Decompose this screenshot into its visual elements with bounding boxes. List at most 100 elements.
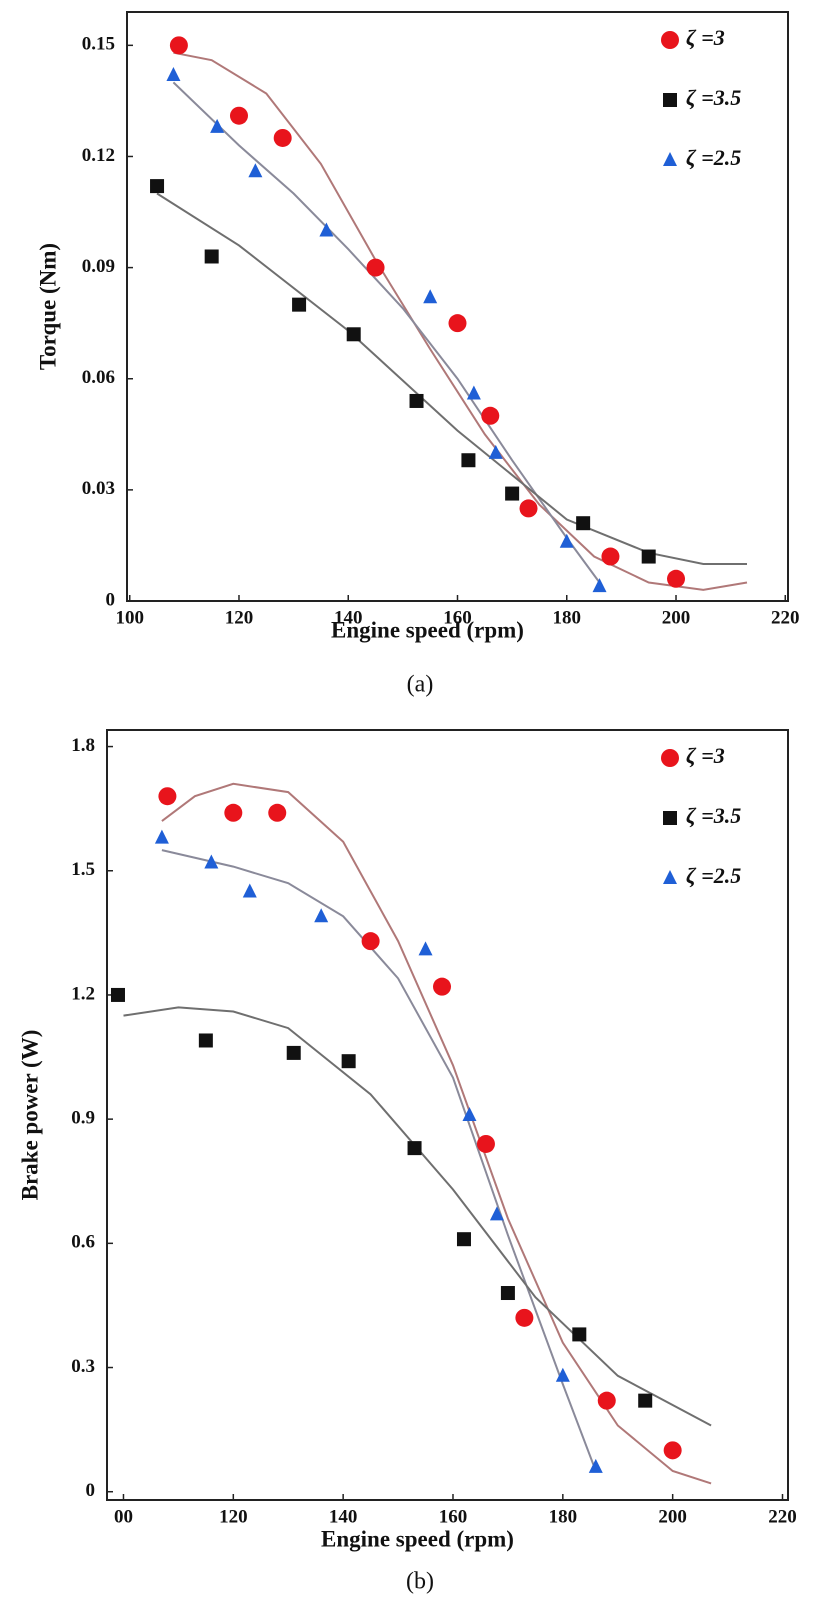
point (572, 1327, 587, 1342)
legend-label: ζ =3 (686, 743, 725, 768)
point (476, 1134, 495, 1153)
x-tick-label: 140 (329, 1506, 358, 1527)
point (667, 569, 686, 588)
point (555, 1367, 570, 1382)
legend-marker (663, 870, 677, 884)
caption: (b) (406, 1569, 434, 1595)
point (154, 829, 169, 844)
x-tick-label: 220 (771, 607, 800, 628)
point (489, 1206, 504, 1221)
point (466, 385, 481, 400)
point (319, 222, 334, 237)
caption: (a) (407, 672, 434, 698)
y-tick-label: 0.09 (82, 256, 115, 277)
x-tick-label: 200 (658, 1506, 687, 1527)
x-tick-label: 00 (114, 1506, 133, 1527)
fit-curve (173, 51, 748, 591)
legend-label: ζ =3.5 (686, 85, 741, 110)
x-axis-label: Engine speed (rpm) (321, 1526, 514, 1551)
point (462, 1107, 477, 1121)
point (229, 106, 248, 125)
y-tick-label: 0 (86, 1480, 96, 1501)
y-tick-label: 1.8 (71, 735, 95, 756)
legend-marker (663, 152, 677, 166)
point (292, 297, 307, 312)
point (286, 1045, 301, 1060)
x-tick-label: 120 (225, 607, 254, 628)
point (204, 249, 219, 264)
x-tick-label: 180 (553, 607, 582, 628)
point (169, 36, 188, 55)
y-tick-label: 0.9 (71, 1107, 95, 1128)
point (505, 486, 520, 501)
point (515, 1308, 534, 1327)
point (663, 1441, 682, 1460)
y-axis-label: Brake power (W) (17, 1030, 42, 1201)
point (366, 258, 385, 277)
y-axis-label: Torque (Nm) (35, 243, 60, 370)
y-tick-label: 1.5 (71, 859, 95, 880)
y-tick-label: 0.6 (71, 1232, 95, 1253)
fit-curve (161, 782, 712, 1485)
legend-marker (663, 93, 677, 107)
point (166, 66, 181, 81)
point (423, 289, 438, 304)
fit-curve (161, 849, 597, 1472)
point (418, 941, 433, 956)
point (242, 883, 257, 898)
point (638, 1393, 653, 1408)
point (198, 1033, 213, 1048)
fit-curve (172, 81, 601, 584)
point (150, 179, 165, 194)
point (576, 516, 591, 531)
x-tick-label: 160 (443, 607, 472, 628)
point (592, 578, 607, 593)
point (597, 1391, 616, 1410)
point (500, 1286, 515, 1301)
fit-curve (123, 1006, 712, 1427)
point (346, 327, 361, 342)
fit-curve (156, 192, 747, 565)
point (461, 453, 476, 468)
y-tick-label: 0.06 (82, 367, 115, 388)
x-tick-label: 160 (439, 1506, 468, 1527)
y-tick-label: 0.03 (82, 478, 115, 499)
point (210, 118, 225, 133)
point (314, 908, 329, 923)
point (481, 406, 500, 425)
point (158, 787, 177, 806)
point (248, 163, 263, 178)
legend-marker (663, 811, 677, 825)
point (601, 547, 620, 566)
point (433, 977, 452, 996)
legend-marker (661, 749, 679, 767)
x-tick-label: 140 (334, 607, 363, 628)
point (559, 533, 574, 548)
point (588, 1458, 603, 1473)
point (409, 393, 424, 408)
point (407, 1141, 422, 1156)
x-tick-label: 100 (115, 607, 144, 628)
legend-marker (661, 31, 679, 49)
point (361, 932, 380, 951)
point (641, 549, 656, 564)
point (519, 499, 538, 518)
x-tick-label: 180 (549, 1506, 578, 1527)
y-tick-label: 0.3 (71, 1356, 95, 1377)
legend-label: ζ =3.5 (686, 803, 741, 828)
y-tick-label: 1.2 (71, 983, 95, 1004)
point (204, 854, 219, 869)
x-axis-label: Engine speed (rpm) (331, 617, 524, 642)
y-tick-label: 0.15 (82, 34, 115, 55)
legend-label: ζ =3 (686, 25, 725, 50)
x-tick-label: 120 (219, 1506, 248, 1527)
point (448, 314, 467, 333)
legend-label: ζ =2.5 (686, 145, 741, 170)
plot-frame (106, 729, 789, 1501)
legend-label: ζ =2.5 (686, 863, 741, 888)
point (456, 1232, 471, 1247)
y-tick-label: 0.12 (82, 145, 115, 166)
point (273, 128, 292, 147)
point (224, 803, 243, 822)
